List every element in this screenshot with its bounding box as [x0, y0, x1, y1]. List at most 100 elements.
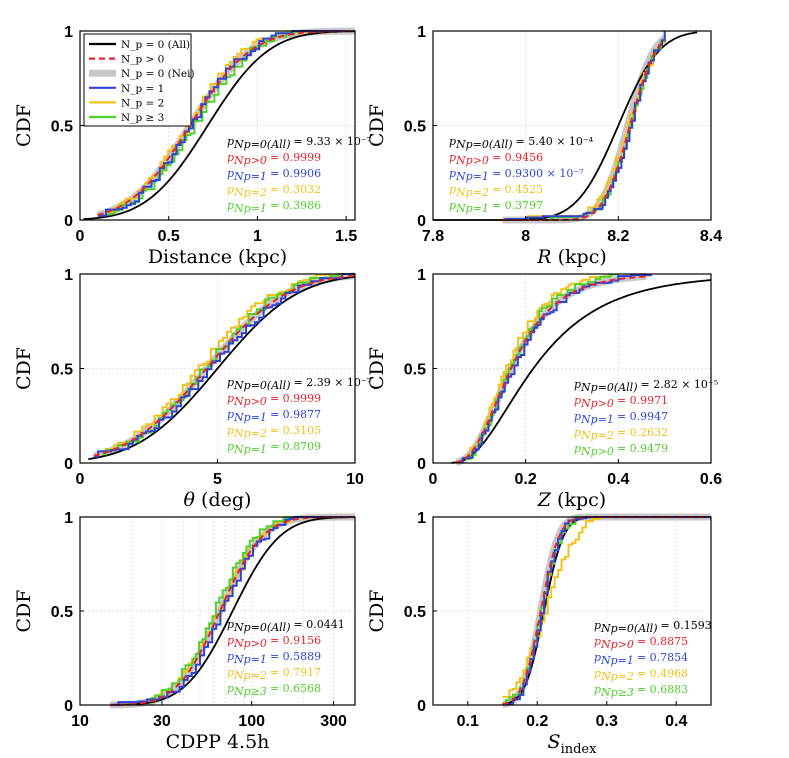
panel-2: 0 0.5 1 CDF 7.8 8 8.2 8.4 R (kpc) pNp=0(All) = 5.4… — [366, 24, 722, 268]
p-value-4: pNp=2 = 0.3105 — [227, 424, 321, 440]
y-tick-label: 0 — [64, 698, 73, 715]
y-tick-label: 0.5 — [404, 362, 426, 379]
x-tick-label: 0.1 — [457, 713, 479, 730]
panel-1: 0 0.5 1 CDF 0 0.5 1 1.5 Distance (kpc) pNp=0(All)… — [13, 24, 372, 268]
x-tick-label: 0.5 — [158, 228, 180, 245]
p-value-5: pNp=1 = 0.8709 — [227, 440, 321, 456]
grid — [433, 31, 711, 220]
p-value-1: pNp=0(All) = 2.39 × 10⁻⁷ — [227, 376, 372, 392]
p-value-1: pNp=0(All) = 5.40 × 10⁻⁴ — [449, 135, 594, 151]
p-value-1: pNp=0(All) = 9.33 × 10⁻⁷ — [227, 135, 372, 151]
y-axis-label: CDF — [366, 104, 388, 147]
y-tick-label: 0 — [64, 213, 73, 230]
x-axis-label: Sindex — [548, 731, 598, 757]
p-value-4: pNp=2 = 0.4525 — [449, 183, 543, 199]
p-value-2: pNp>0 = 0.8875 — [594, 635, 688, 651]
y-tick-label: 1 — [417, 24, 426, 41]
p-value-2: pNp>0 = 0.9999 — [227, 392, 321, 408]
series-line-n-p-1 — [456, 274, 652, 464]
p-value-4: pNp=2 = 0.4968 — [594, 667, 688, 683]
p-value-3: pNp=1 = 0.9906 — [227, 167, 321, 183]
y-axis-label: CDF — [13, 104, 35, 147]
x-axis-label: Distance (kpc) — [148, 246, 287, 268]
p-value-5: pNp=1 = 0.3797 — [449, 199, 543, 215]
x-tick-label: 0 — [76, 471, 85, 488]
y-tick-label: 0.5 — [51, 604, 73, 621]
legend-box — [83, 33, 192, 127]
y-axis-label: CDF — [366, 347, 388, 390]
panel-6: 0 0.5 1 CDF 0.1 0.2 0.3 0.4 Sindex pNp=0(All) = 0.… — [366, 510, 712, 757]
y-tick-label: 1 — [417, 267, 426, 284]
series-line-n-p-0-all- — [83, 30, 355, 220]
p-value-4: pNp=2 = 0.7917 — [227, 666, 321, 682]
panel-3: 0 0.5 1 CDF 0 5 10 θ (deg) pNp=0(All) = 2.39 × 10… — [13, 267, 372, 511]
x-tick-label: 0.6 — [700, 471, 722, 488]
p-value-2: pNp>0 = 0.9971 — [574, 394, 668, 410]
x-axis-label: θ (deg) — [184, 489, 252, 511]
p-value-3: pNp=1 = 0.7854 — [594, 651, 688, 667]
p-value-1: pNp=0(All) = 2.82 × 10⁻⁵ — [574, 378, 718, 394]
series-line-n-p-2 — [102, 273, 344, 454]
legend: N_p = 0 (All) N_p > 0 N_p = 0 (Nei) N_p = 1… — [83, 33, 195, 127]
legend-label: N_p = 1 — [121, 83, 164, 95]
grid — [433, 274, 711, 463]
p-value-5: pNp≥3 = 0.6883 — [594, 683, 688, 699]
p-value-1: pNp=0(All) = 0.1593 — [594, 619, 712, 635]
x-tick-label: 0 — [76, 228, 85, 245]
series-line-n-p-0 — [456, 275, 647, 464]
y-tick-label: 0.5 — [51, 362, 73, 379]
series-line-n-p-0 — [93, 274, 356, 457]
p-value-3: pNp=1 = 0.9947 — [574, 410, 668, 426]
x-tick-label: 0.4 — [607, 471, 629, 488]
x-tick-label: 1.5 — [335, 228, 357, 245]
x-tick-label: 0 — [429, 471, 438, 488]
y-axis-label: CDF — [13, 347, 35, 390]
legend-label: N_p > 0 — [121, 54, 164, 66]
series-line-n-p-1 — [110, 516, 355, 706]
y-tick-label: 0.5 — [51, 119, 73, 136]
y-tick-label: 1 — [64, 24, 73, 41]
legend-label: N_p = 0 (Nei) — [121, 68, 195, 80]
p-value-4: pNp=2 = 0.3032 — [227, 183, 321, 199]
y-tick-label: 0 — [417, 698, 426, 715]
p-value-5: pNp=1 = 0.3986 — [227, 199, 321, 215]
legend-label: N_p ≥ 3 — [121, 112, 164, 124]
y-axis-label: CDF — [13, 590, 35, 633]
x-axis-label: CDPP 4.5h — [166, 731, 270, 753]
x-tick-label: 10 — [346, 471, 364, 488]
x-tick-label: 0.3 — [596, 713, 618, 730]
series-line-n-p-0-all- — [88, 275, 356, 460]
x-tick-label: 30 — [153, 713, 171, 730]
series-line-n-p-0 — [97, 30, 350, 216]
x-tick-label: 0.4 — [665, 713, 687, 730]
p-value-5: pNp≥3 = 0.6568 — [227, 682, 321, 698]
x-tick-label: 5 — [213, 471, 222, 488]
y-tick-label: 0 — [417, 456, 426, 473]
series-line-n-p-0-all- — [110, 516, 355, 706]
x-axis-label: R (kpc) — [536, 246, 607, 268]
panel-4: 0 0.5 1 CDF 0 0.2 0.4 0.6 Z (kpc) pNp=0(All) = 2.8… — [366, 267, 722, 511]
x-axis-label: Z (kpc) — [537, 489, 606, 511]
y-tick-label: 0 — [64, 456, 73, 473]
p-value-3: pNp=1 = 0.5889 — [227, 650, 321, 666]
p-value-3: pNp=1 = 0.9300 × 10⁻⁷ — [449, 167, 584, 183]
p-value-2: pNp>0 = 0.9456 — [449, 151, 543, 167]
x-tick-label: 300 — [320, 713, 347, 730]
x-tick-label: 8.2 — [607, 228, 629, 245]
x-tick-label: 0.2 — [526, 713, 548, 730]
x-tick-label: 8.4 — [700, 228, 722, 245]
series-line-n-p-0-all- — [451, 279, 712, 464]
y-tick-label: 1 — [64, 510, 73, 527]
x-tick-label: 1 — [253, 228, 262, 245]
legend-label: N_p = 2 — [121, 97, 164, 109]
y-tick-label: 1 — [64, 267, 73, 284]
legend-label: N_p = 0 (All) — [121, 39, 190, 51]
x-tick-label: 0.2 — [515, 471, 537, 488]
p-value-2: pNp>0 = 0.9999 — [227, 151, 321, 167]
series-line-n-p-0 — [502, 39, 666, 221]
panel-5: 0 0.5 1 CDF 10 30 100 300 CDPP 4.5h pNp=0(All) = 0… — [13, 510, 356, 753]
series-line-n-p-2 — [465, 274, 611, 459]
y-tick-label: 0 — [417, 213, 426, 230]
y-tick-label: 0.5 — [404, 119, 426, 136]
p-value-2: pNp>0 = 0.9156 — [227, 634, 321, 650]
